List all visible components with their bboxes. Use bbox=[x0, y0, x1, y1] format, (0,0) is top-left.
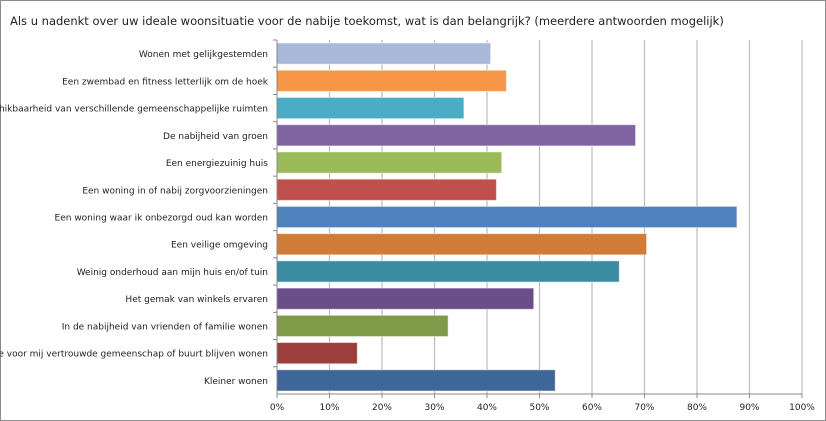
category-label: Een woning waar ik onbezorgd oud kan wor… bbox=[55, 214, 268, 224]
bar bbox=[276, 260, 620, 283]
x-tick-label: 80% bbox=[687, 403, 707, 413]
bar bbox=[276, 69, 507, 92]
x-tick-label: 50% bbox=[529, 403, 549, 413]
bar bbox=[276, 369, 556, 392]
category-label: Kleiner wonen bbox=[204, 377, 268, 387]
bar bbox=[276, 233, 648, 256]
bar bbox=[276, 205, 738, 229]
x-tick-label: 10% bbox=[319, 403, 339, 413]
category-label: Wonen met gelijkgestemden bbox=[139, 50, 268, 60]
bar bbox=[276, 42, 492, 65]
bar bbox=[276, 178, 497, 201]
x-tick-label: 90% bbox=[739, 403, 759, 413]
bar bbox=[276, 124, 637, 147]
category-label: In de voor mij vertrouwde gemeenschap of… bbox=[0, 350, 268, 360]
x-tick-label: 0% bbox=[270, 403, 285, 413]
category-label: In de nabijheid van vrienden of familie … bbox=[62, 322, 268, 332]
bar bbox=[276, 96, 465, 120]
bar bbox=[276, 342, 358, 365]
x-tick-label: 60% bbox=[582, 403, 602, 413]
category-label: Een veilige omgeving bbox=[171, 241, 268, 251]
x-tick-label: 100% bbox=[789, 403, 815, 413]
x-tick-label: 40% bbox=[477, 403, 497, 413]
x-tick-label: 70% bbox=[634, 403, 654, 413]
bar bbox=[276, 287, 535, 310]
category-label: Een energiezuinig huis bbox=[166, 159, 268, 169]
category-label: De nabijheid van groen bbox=[163, 132, 268, 142]
bar bbox=[276, 151, 503, 174]
category-label: Het gemak van winkels ervaren bbox=[125, 295, 268, 305]
bar bbox=[276, 314, 449, 338]
category-label: Weinig onderhoud aan mijn huis en/of tui… bbox=[77, 268, 268, 278]
x-tick-label: 20% bbox=[372, 403, 392, 413]
chart-title: Als u nadenkt over uw ideale woonsituati… bbox=[10, 14, 724, 28]
x-tick-label: 30% bbox=[424, 403, 444, 413]
category-label: Beschikbaarheid van verschillende gemeen… bbox=[0, 105, 268, 115]
category-label: Een woning in of nabij zorgvoorzieningen bbox=[82, 186, 268, 196]
category-label: Een zwembad en fitness letterlijk om de … bbox=[62, 77, 269, 87]
